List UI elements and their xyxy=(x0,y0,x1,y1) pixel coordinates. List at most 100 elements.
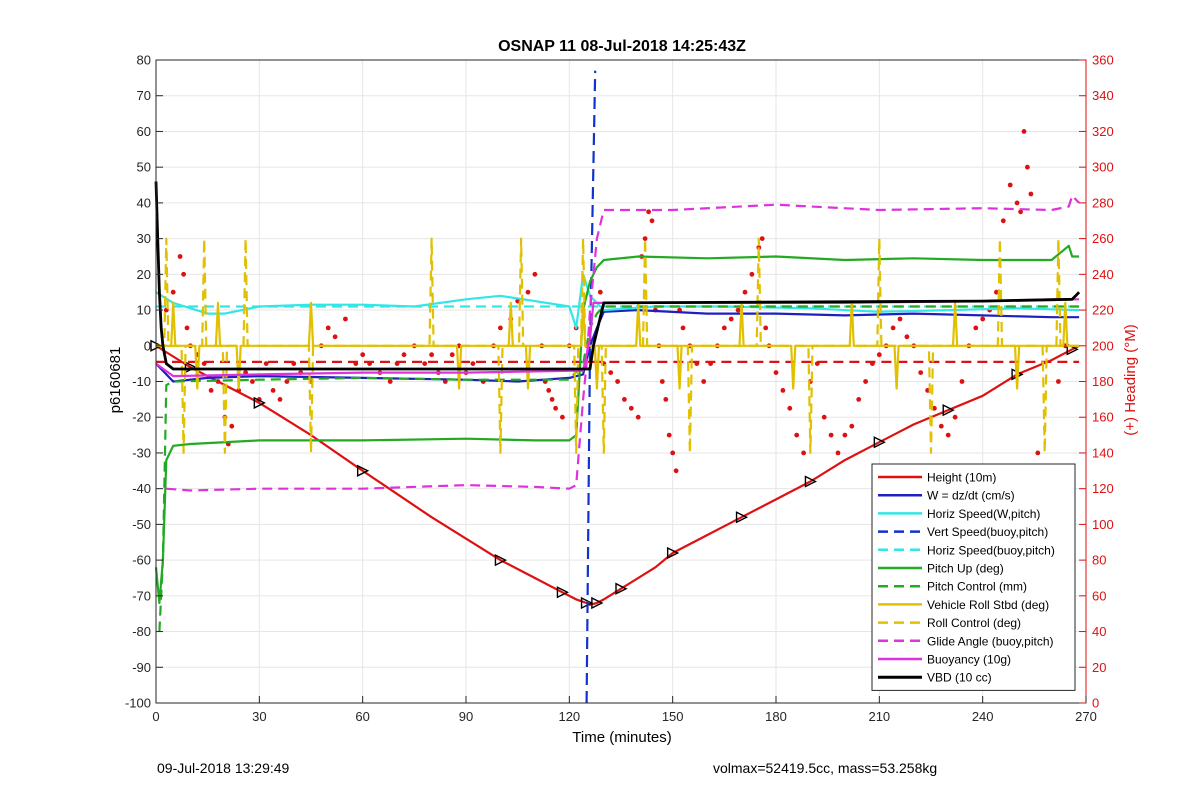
heading-point xyxy=(980,316,986,322)
height-marker xyxy=(356,464,370,477)
y-tick-label: -40 xyxy=(132,481,151,496)
heading-point xyxy=(401,352,407,358)
heading-point xyxy=(897,316,903,322)
height-marker xyxy=(591,596,604,610)
heading-point xyxy=(608,370,614,375)
y-tick-label: -60 xyxy=(132,553,151,568)
heading-point xyxy=(708,361,713,366)
x-tick-label: 270 xyxy=(1075,709,1097,724)
legend-label: W = dz/dt (cm/s) xyxy=(927,489,1015,503)
y2-tick-label: 140 xyxy=(1092,445,1114,460)
heading-point xyxy=(849,423,855,429)
heading-point xyxy=(856,397,862,402)
footer-timestamp: 09-Jul-2018 13:29:49 xyxy=(157,760,290,776)
heading-point xyxy=(284,379,290,384)
heading-point xyxy=(1014,200,1020,206)
x-tick-label: 210 xyxy=(868,709,890,724)
heading-point xyxy=(201,361,207,366)
heading-point xyxy=(814,361,820,366)
x-axis-label: Time (minutes) xyxy=(572,729,671,746)
y2-tick-label: 220 xyxy=(1092,303,1114,318)
heading-point xyxy=(1056,379,1061,384)
heading-point xyxy=(263,361,269,366)
heading-point xyxy=(597,289,603,295)
legend-label: Roll Control (deg) xyxy=(927,616,1021,630)
y2-tick-label: 80 xyxy=(1092,553,1106,568)
y-tick-label: 80 xyxy=(137,53,151,68)
heading-point xyxy=(780,388,786,393)
heading-point xyxy=(170,289,176,295)
x-tick-label: 240 xyxy=(972,709,994,724)
y-tick-label: -30 xyxy=(132,445,151,460)
heading-point xyxy=(353,361,359,366)
heading-point xyxy=(325,325,331,331)
plot-area xyxy=(150,70,1081,704)
heading-point xyxy=(659,379,665,384)
heading-point xyxy=(291,361,297,366)
heading-point xyxy=(821,414,827,420)
heading-point xyxy=(250,379,255,384)
heading-point xyxy=(560,414,565,420)
heading-point xyxy=(532,271,538,277)
height-marker xyxy=(556,586,570,599)
y-tick-label: 30 xyxy=(137,231,151,246)
heading-point xyxy=(270,388,276,393)
heading-point xyxy=(367,361,372,366)
heading-point xyxy=(332,334,338,340)
series-line xyxy=(155,309,1080,383)
legend: Height (10m) W = dz/dt (cm/s) Horiz Speed(… xyxy=(871,463,1076,691)
y2-tick-label: 120 xyxy=(1092,481,1114,496)
heading-point xyxy=(904,334,910,340)
heading-point xyxy=(759,236,765,242)
heading-point xyxy=(429,352,434,358)
heading-point xyxy=(890,325,896,331)
heading-point xyxy=(794,432,800,438)
x-tick-label: 150 xyxy=(662,709,684,724)
y2-tick-label: 360 xyxy=(1092,53,1114,68)
legend-label: Horiz Speed(buoy,pitch) xyxy=(927,543,1055,557)
y2-tick-label: 340 xyxy=(1092,88,1114,103)
heading-point xyxy=(1000,218,1006,224)
y2-axis-label: (+) Heading (°M) xyxy=(1122,324,1139,435)
y-tick-label: 50 xyxy=(137,160,151,175)
heading-point xyxy=(1021,129,1027,134)
height-marker xyxy=(873,436,886,449)
y-tick-label: 60 xyxy=(137,124,151,139)
heading-point xyxy=(449,352,455,358)
heading-point xyxy=(801,450,806,456)
heading-point xyxy=(870,361,875,366)
heading-point xyxy=(959,379,965,384)
heading-point xyxy=(1025,164,1030,170)
heading-point xyxy=(1018,209,1023,215)
series-line xyxy=(585,70,597,704)
legend-label: Pitch Control (mm) xyxy=(927,580,1027,594)
height-marker xyxy=(942,403,955,417)
y2-tick-label: 100 xyxy=(1092,517,1114,532)
heading-point xyxy=(742,289,748,295)
series-line xyxy=(154,181,1081,371)
legend-label: Horiz Speed(W,pitch) xyxy=(927,507,1040,521)
heading-point xyxy=(952,414,958,420)
series-line xyxy=(156,237,1080,454)
heading-point xyxy=(622,397,627,402)
y2-tick-label: 60 xyxy=(1092,588,1106,603)
height-marker xyxy=(615,582,628,595)
heading-point xyxy=(277,397,283,402)
heading-point xyxy=(773,370,779,375)
y2-tick-label: 200 xyxy=(1092,338,1114,353)
y2-tick-label: 0 xyxy=(1092,696,1099,711)
heading-point xyxy=(1035,450,1041,456)
x-tick-label: 30 xyxy=(252,709,266,724)
heading-point xyxy=(663,397,669,402)
heading-point xyxy=(360,352,366,358)
y2-tick-label: 280 xyxy=(1092,195,1114,210)
y-tick-label: 10 xyxy=(137,303,151,318)
x-tick-label: 0 xyxy=(152,709,159,724)
heading-point xyxy=(649,218,655,224)
heading-point xyxy=(701,379,707,384)
heading-point xyxy=(973,325,979,331)
y-tick-label: -70 xyxy=(132,588,151,603)
heading-point xyxy=(994,289,999,295)
y-tick-label: 0 xyxy=(144,338,151,353)
